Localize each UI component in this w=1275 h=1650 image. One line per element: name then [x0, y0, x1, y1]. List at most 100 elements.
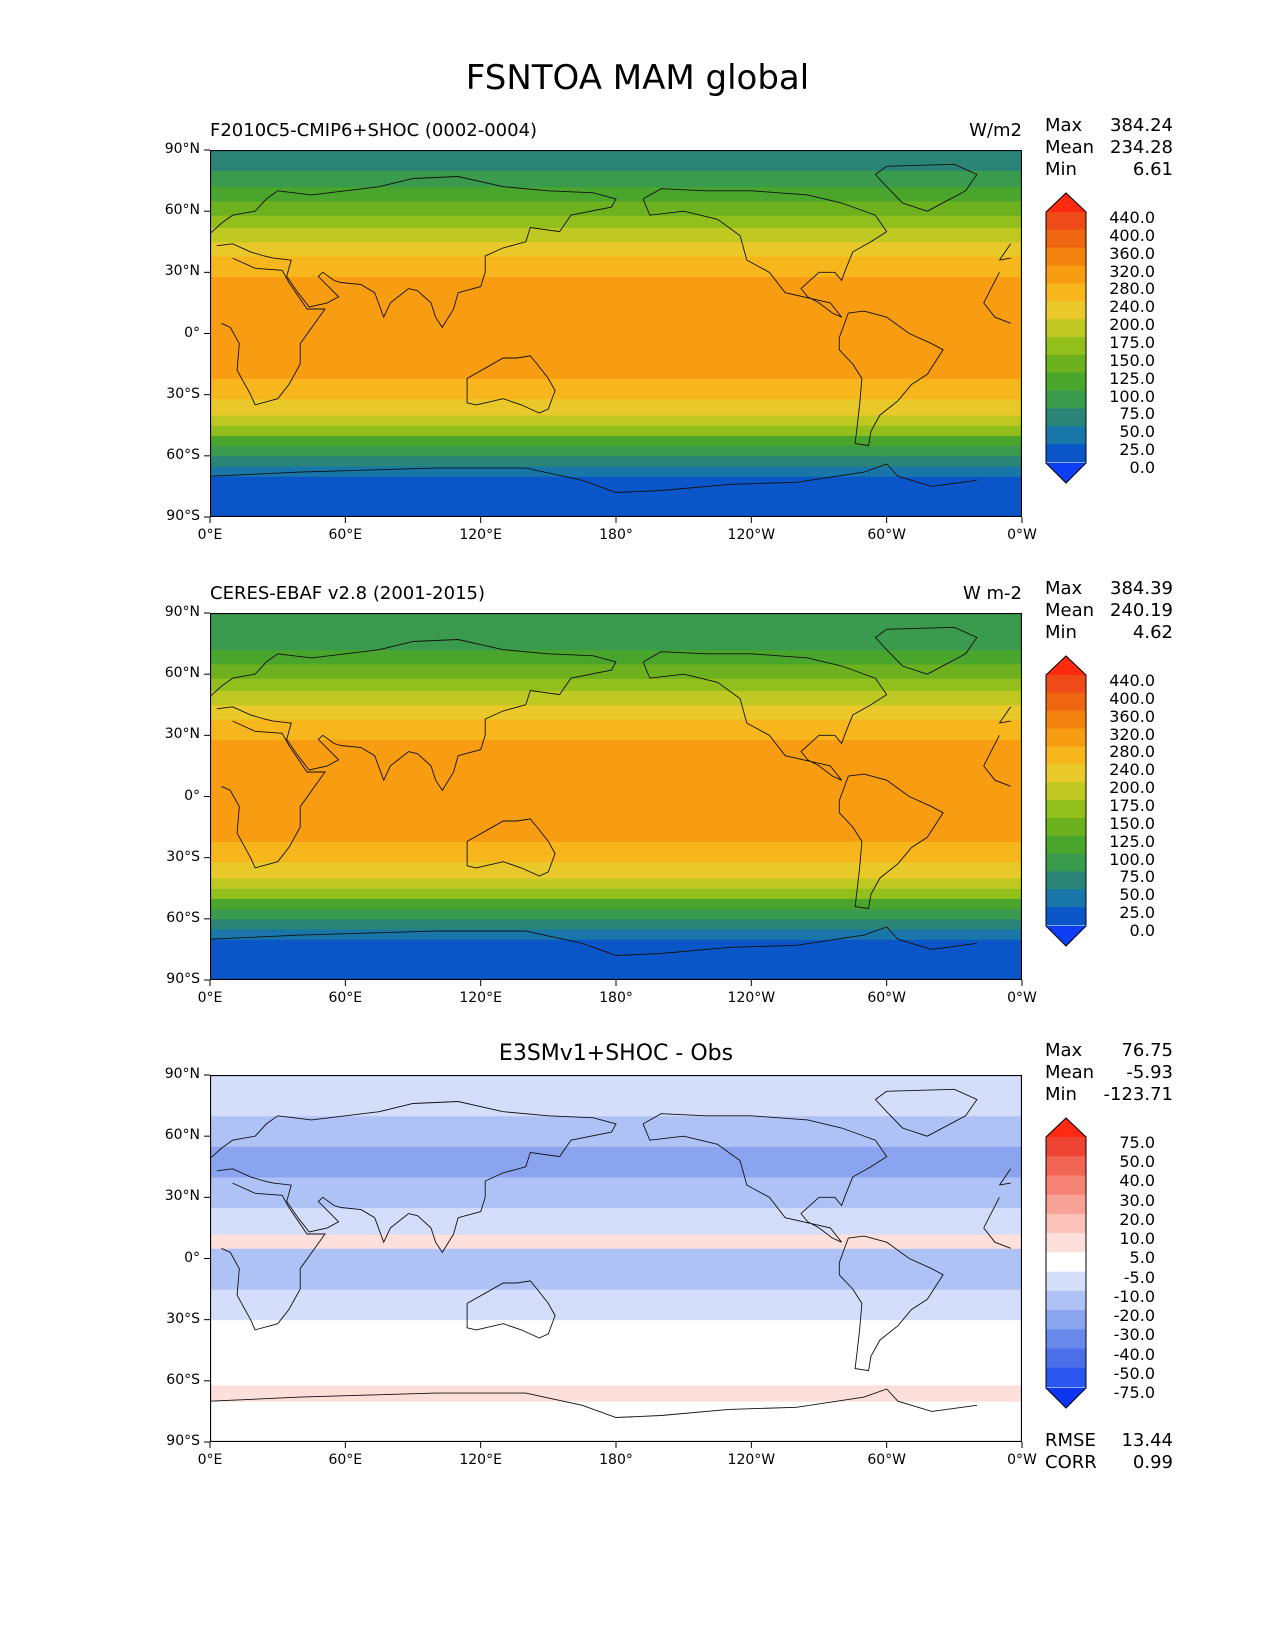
x-tick-label: 60°W	[867, 1452, 906, 1468]
x-tick-label: 120°W	[727, 1452, 776, 1468]
colorbar-label: 100.0	[1109, 386, 1155, 406]
colorbar-label: 25.0	[1119, 440, 1155, 460]
x-tick-label: 180°	[599, 527, 633, 543]
latitude-band	[210, 1268, 1022, 1290]
colorbar-max-extend	[1046, 656, 1086, 675]
colorbar-label: 50.0	[1119, 422, 1155, 442]
x-tick-label: 0°E	[197, 527, 223, 543]
colorbar-segment	[1046, 319, 1086, 338]
coastline	[642, 188, 888, 318]
stat-max-value: 76.75	[1121, 1040, 1173, 1061]
stat-mean-label: Mean	[1045, 137, 1095, 158]
coastline	[210, 926, 977, 956]
coastline	[874, 1088, 978, 1137]
colorbar-min-extend	[1046, 926, 1086, 946]
y-tick-label: 90°S	[166, 971, 200, 987]
latitude-band	[210, 1075, 1022, 1117]
colorbar-segment	[1046, 835, 1086, 855]
x-tick-label: 180°	[599, 990, 633, 1006]
latitude-band	[210, 888, 1022, 899]
colorbar-segment	[1046, 372, 1086, 392]
colorbar-outline	[1045, 1117, 1087, 1409]
colorbar-label: 400.0	[1109, 688, 1155, 708]
colorbar-max-extend	[1046, 1118, 1086, 1137]
colorbar-label: -5.0	[1123, 1267, 1155, 1287]
latitude-band	[210, 276, 1022, 298]
y-tick-label: 30°N	[164, 1188, 200, 1205]
colorbar-label: 240.0	[1109, 760, 1155, 780]
colorbar-outline	[1045, 655, 1087, 947]
stat-mean-value: 240.19	[1110, 600, 1173, 621]
latitude-band	[210, 1401, 1022, 1442]
colorbar-label: 125.0	[1109, 368, 1155, 388]
colorbar-segment	[1046, 1329, 1086, 1350]
colorbar-label: -75.0	[1113, 1383, 1155, 1402]
colorbar-label: 20.0	[1119, 1209, 1155, 1229]
stat-max-label: Max	[1045, 115, 1083, 136]
stats-block: Max 384.24 Mean 234.28 Min 6.61	[1045, 115, 1173, 181]
colorbar-label: 25.0	[1119, 903, 1155, 923]
latitude-band	[210, 780, 1022, 818]
y-tick-label: 90°N	[164, 141, 200, 157]
latitude-band	[210, 476, 1022, 517]
stat-max: Max 384.39	[1045, 578, 1173, 600]
stat-mean-label: Mean	[1045, 600, 1095, 621]
y-tick-label: 90°S	[166, 508, 200, 524]
colorbar-segment	[1046, 265, 1086, 284]
colorbar-segment	[1046, 212, 1086, 231]
latitude-band	[210, 878, 1022, 889]
panel-left-title: CERES-EBAF v2.8 (2001-2015)	[210, 583, 486, 604]
y-tick-label: 60°S	[166, 446, 200, 463]
colorbar-segment	[1046, 354, 1086, 374]
colorbar-segment	[1046, 1367, 1086, 1388]
latitude-band	[210, 150, 1022, 171]
stat-mean-label: Mean	[1045, 1062, 1095, 1083]
coastline	[642, 651, 888, 781]
latitude-band	[210, 1234, 1022, 1249]
latitude-band	[210, 466, 1022, 477]
y-tick-label: 60°N	[164, 665, 200, 682]
latitude-band	[210, 929, 1022, 940]
latitude-band	[210, 435, 1022, 447]
x-tick-label: 60°E	[328, 527, 363, 543]
y-tick-label: 60°S	[166, 909, 200, 926]
stat-max-label: Max	[1045, 578, 1083, 599]
map-plot	[210, 150, 1022, 517]
colorbar-label: 320.0	[1109, 261, 1155, 281]
colorbar-label: 400.0	[1109, 225, 1155, 245]
x-tick-label: 120°E	[459, 990, 502, 1006]
colorbar-outline	[1045, 192, 1087, 484]
colorbar-segment	[1046, 1252, 1086, 1273]
colorbar-label: 100.0	[1109, 849, 1155, 869]
y-tick-label: 30°S	[166, 1310, 200, 1327]
tick-marks	[204, 612, 1023, 986]
colorbar-segment	[1046, 1310, 1086, 1330]
stat-mean-value: 234.28	[1110, 137, 1173, 158]
x-tick-label: 0°E	[197, 990, 223, 1006]
colorbar-segment	[1046, 889, 1086, 908]
colorbar-label: 440.0	[1109, 208, 1155, 227]
coastline	[210, 463, 977, 493]
colorbar-min-extend	[1046, 463, 1086, 483]
colorbar-label: 40.0	[1119, 1171, 1155, 1191]
y-tick-label: 0°	[184, 787, 200, 804]
colorbar-label: 75.0	[1119, 1133, 1155, 1152]
colorbar-segment	[1046, 247, 1086, 267]
colorbar-segment	[1046, 229, 1086, 249]
latitude-band	[210, 415, 1022, 426]
coastline	[874, 626, 978, 675]
stat-corr: CORR 0.99	[1045, 1452, 1173, 1474]
colorbar-label: -40.0	[1113, 1344, 1155, 1364]
colorbar-label: 200.0	[1109, 315, 1155, 335]
latitude-band	[210, 918, 1022, 930]
colorbar-segment	[1046, 782, 1086, 801]
colorbar-segment	[1046, 675, 1086, 694]
coastline	[221, 720, 1011, 869]
colorbar-label: 150.0	[1109, 813, 1155, 833]
panel-center-title: E3SMv1+SHOC - Obs	[498, 1041, 734, 1066]
x-tick-label: 120°E	[459, 527, 502, 543]
x-tick-label: 60°W	[867, 990, 906, 1006]
map-plot	[210, 1075, 1022, 1442]
y-tick-label: 30°N	[164, 263, 200, 280]
y-tick-label: 60°N	[164, 1127, 200, 1144]
